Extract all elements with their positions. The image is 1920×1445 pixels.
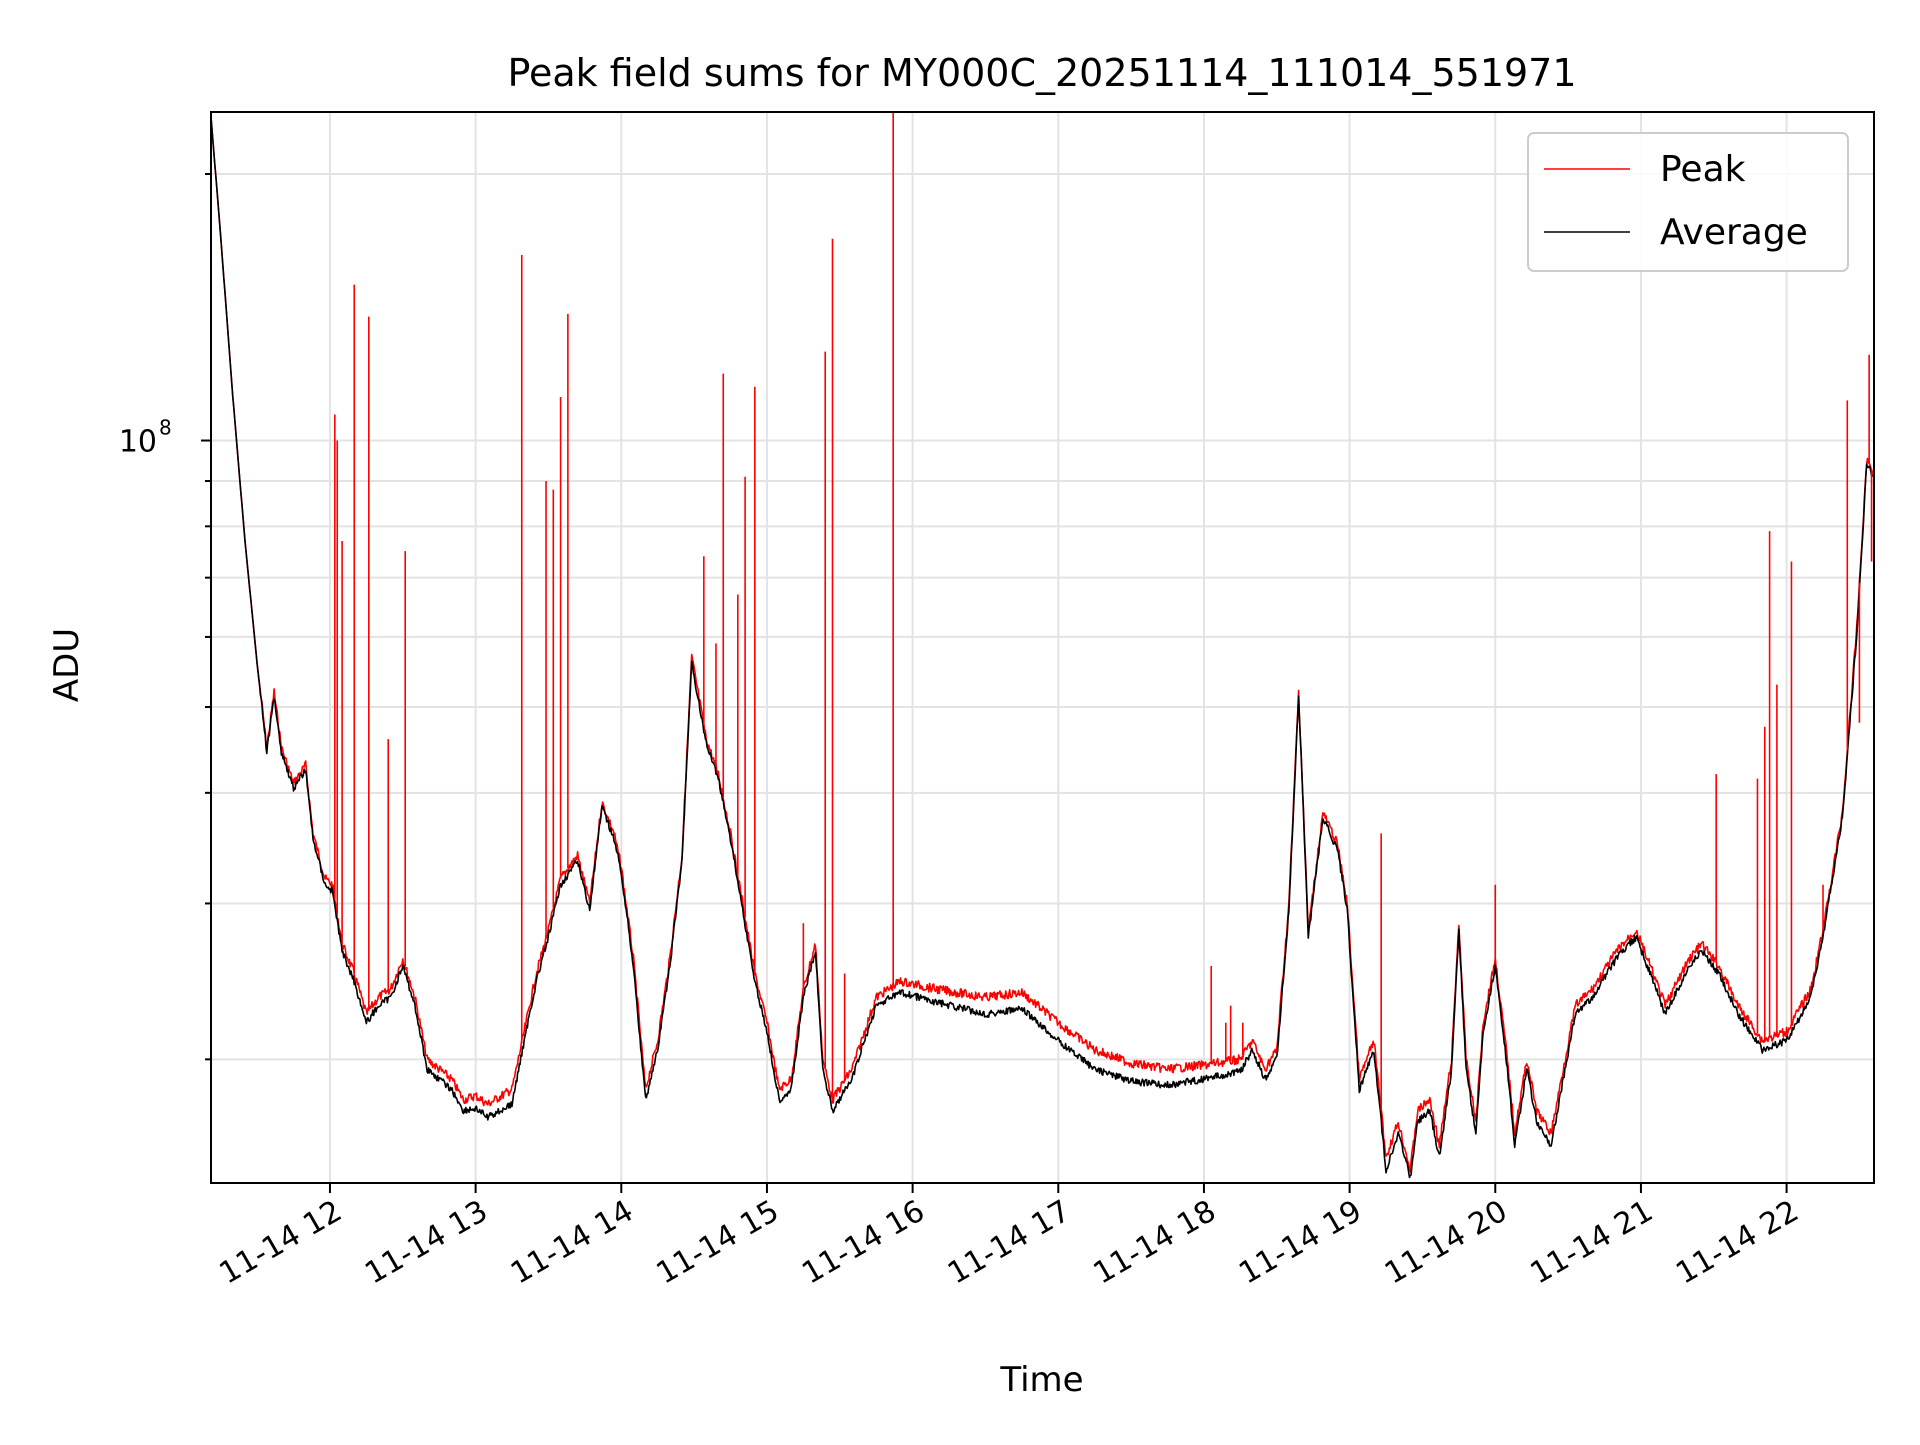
average-series-line — [210, 116, 1875, 1179]
peak-series-line — [210, 116, 1875, 1173]
series-layer — [210, 112, 1875, 1179]
y-axis-label: ADU — [47, 628, 87, 702]
y-tick-label: 10 — [119, 425, 157, 460]
y-tick-label-exponent: 8 — [159, 416, 172, 440]
plot-frame — [210, 111, 1875, 1184]
chart-title: Peak field sums for MY000C_20251114_1110… — [507, 51, 1576, 95]
grid-layer — [211, 112, 1874, 1183]
legend-label-average: Average — [1660, 212, 1808, 253]
legend-label-peak: Peak — [1660, 149, 1746, 190]
legend: Peak Average — [1527, 132, 1849, 272]
x-axis-label: Time — [999, 1360, 1083, 1400]
legend-box — [1527, 132, 1849, 272]
